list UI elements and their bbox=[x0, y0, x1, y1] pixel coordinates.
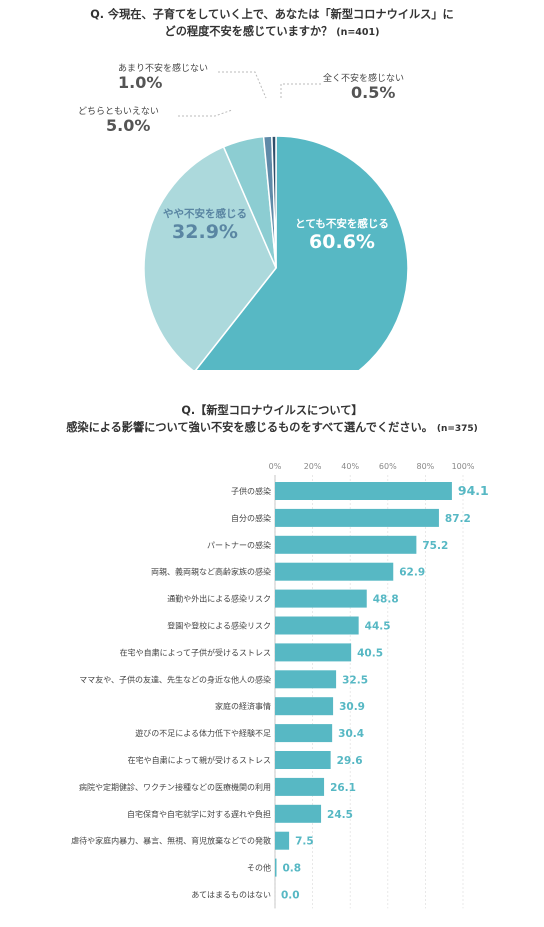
bar bbox=[275, 777, 325, 796]
bar-chart: 0% 20% 40% 60% 80% 100% 子供の感染 94.1 自分の感染 87.2 パートナ… bbox=[71, 462, 489, 909]
category-label: 両親、義両親など高齢家族の感染 bbox=[151, 567, 271, 577]
bar bbox=[275, 643, 352, 662]
bar bbox=[275, 858, 277, 877]
bar-value-label: 7.5 bbox=[295, 836, 314, 848]
pie-label-not-much-value: 1.0% bbox=[118, 73, 163, 93]
pie-label-not-much: あまり不安を感じない 1.0% bbox=[118, 64, 208, 93]
pie-label-somewhat-text: やや不安を感じる bbox=[163, 208, 247, 220]
pie-title-line2: どの程度不安を感じていますか？ bbox=[164, 25, 333, 38]
bar bbox=[275, 562, 394, 581]
bar-value-label: 62.9 bbox=[399, 567, 425, 579]
category-label: あてはまるものはない bbox=[191, 891, 271, 900]
bar-value-label: 32.5 bbox=[342, 674, 368, 686]
bar-value-label: 30.4 bbox=[338, 728, 364, 740]
bar-value-label: 87.2 bbox=[445, 513, 471, 525]
pie-leader-not-much bbox=[218, 71, 267, 99]
category-label: 登園や登校による感染リスク bbox=[167, 621, 271, 631]
bar-value-label: 40.5 bbox=[357, 647, 383, 659]
category-label: 在宅や自粛によって親が受けるストレス bbox=[128, 755, 271, 765]
bar-value-label: 24.5 bbox=[327, 809, 353, 821]
pie-slice-somewhat bbox=[143, 145, 277, 370]
pie-title-line1: Q. 今現在、子育てをしていく上で、あなたは「新型コロナウイルス」に bbox=[90, 8, 454, 21]
category-label: 子供の感染 bbox=[231, 486, 271, 496]
bar bbox=[275, 724, 333, 743]
category-label: 病院や定期健診、ワクチン接種などの医療機関の利用 bbox=[79, 782, 271, 792]
bar-value-label: 30.9 bbox=[339, 701, 365, 713]
x-tick-label: 80% bbox=[417, 462, 435, 471]
bar-value-label: 44.5 bbox=[365, 621, 391, 633]
pie-label-not-at-all: 全く不安を感じない 0.5% bbox=[323, 74, 404, 103]
pie-leader-neutral bbox=[178, 109, 233, 117]
pie-label-very-value: 60.6% bbox=[309, 231, 375, 254]
pie-label-somewhat: やや不安を感じる 32.9% bbox=[150, 208, 260, 245]
pie-label-neutral-value: 5.0% bbox=[106, 116, 151, 136]
bar bbox=[275, 751, 331, 769]
bar-value-label: 29.6 bbox=[337, 755, 363, 767]
bar bbox=[275, 697, 334, 716]
x-tick-label: 100% bbox=[452, 462, 475, 471]
pie-label-very-text: とても不安を感じる bbox=[295, 218, 389, 230]
category-label: 通勤や外出による感染リスク bbox=[167, 594, 271, 604]
x-tick-label: 60% bbox=[379, 462, 397, 471]
bar bbox=[275, 616, 359, 635]
pie-label-not-at-all-text: 全く不安を感じない bbox=[323, 74, 405, 84]
x-tick-label: 20% bbox=[304, 462, 322, 471]
bar-value-label: 0.0 bbox=[281, 890, 300, 902]
category-label: 虐待や家庭内暴力、暴言、無視、育児放棄などでの発散 bbox=[71, 836, 271, 846]
bar bbox=[275, 804, 322, 823]
pie-label-neutral: どちらともいえない 5.0% bbox=[78, 107, 159, 136]
pie-slice-not-at-all bbox=[271, 135, 277, 269]
category-label: 遊びの不足による体力低下や経験不足 bbox=[135, 728, 271, 738]
pie-chart-title: Q. 今現在、子育てをしていく上で、あなたは「新型コロナウイルス」に どの程度不… bbox=[0, 6, 544, 41]
bar-chart-title: Q.【新型コロナウイルスについて】 感染による影響について強い不安を感じるものを… bbox=[0, 402, 544, 438]
bar bbox=[275, 508, 439, 527]
category-label: 在宅や自粛によって子供が受けるストレス bbox=[120, 647, 271, 657]
category-label: その他 bbox=[247, 863, 271, 873]
x-tick-label: 40% bbox=[341, 462, 359, 471]
bar bbox=[275, 670, 337, 689]
bar-value-label: 94.1 bbox=[458, 483, 489, 498]
bar-value-label: 75.2 bbox=[422, 540, 448, 552]
pie-chart bbox=[143, 71, 409, 370]
bar-value-label: 48.8 bbox=[373, 594, 399, 606]
x-tick-label: 0% bbox=[269, 462, 282, 471]
bar bbox=[275, 831, 290, 850]
category-label: パートナーの感染 bbox=[207, 540, 271, 550]
bar-sample-size: (n=375) bbox=[436, 424, 478, 434]
pie-label-not-much-text: あまり不安を感じない bbox=[118, 64, 209, 74]
bar bbox=[275, 535, 417, 554]
pie-label-somewhat-value: 32.9% bbox=[172, 221, 238, 244]
pie-label-neutral-text: どちらともいえない bbox=[78, 107, 159, 117]
category-label: 家庭の経済事情 bbox=[215, 701, 271, 711]
pie-label-not-at-all-value: 0.5% bbox=[351, 83, 396, 103]
category-label: 自宅保育や自宅就学に対する遅れや負担 bbox=[127, 809, 271, 819]
pie-sample-size: (n=401) bbox=[336, 27, 380, 38]
bar-title-line1: Q.【新型コロナウイルスについて】 bbox=[181, 404, 363, 417]
bar-value-label: 26.1 bbox=[330, 782, 356, 794]
bar-value-label: 0.8 bbox=[283, 863, 302, 875]
bar bbox=[275, 589, 367, 608]
category-label: ママ友や、子供の友達、先生などの身近な他人の感染 bbox=[79, 674, 271, 684]
pie-leader-not-at-all bbox=[280, 83, 321, 98]
pie-slice-very bbox=[194, 135, 409, 370]
pie-label-very: とても不安を感じる 60.6% bbox=[282, 218, 402, 255]
category-label: 自分の感染 bbox=[231, 513, 271, 523]
bar bbox=[275, 482, 452, 500]
bar-title-line2: 感染による影響について強い不安を感じるものをすべて選んでください。 bbox=[66, 421, 433, 434]
